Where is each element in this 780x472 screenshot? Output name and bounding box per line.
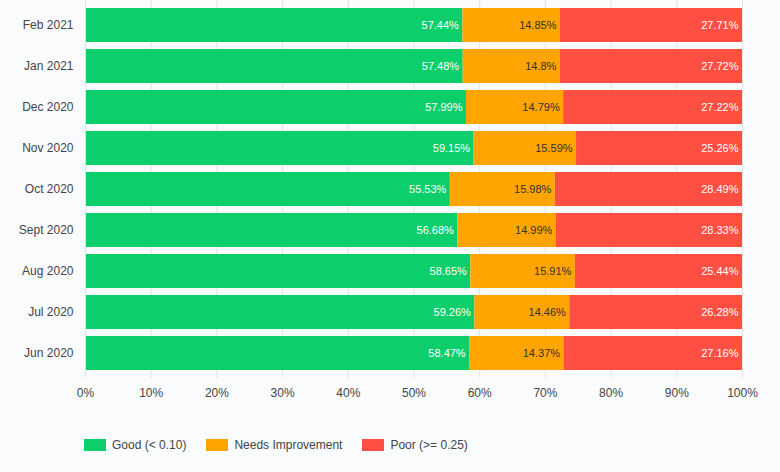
svg-text:90%: 90%: [665, 386, 689, 400]
svg-text:26.28%: 26.28%: [701, 306, 739, 318]
svg-text:70%: 70%: [533, 386, 557, 400]
svg-text:14.37%: 14.37%: [523, 347, 561, 359]
svg-text:56.68%: 56.68%: [417, 224, 455, 236]
svg-text:28.33%: 28.33%: [701, 224, 739, 236]
svg-text:30%: 30%: [271, 386, 295, 400]
svg-text:60%: 60%: [468, 386, 492, 400]
svg-text:27.22%: 27.22%: [701, 101, 739, 113]
svg-text:Aug 2020: Aug 2020: [22, 264, 74, 278]
svg-text:57.48%: 57.48%: [422, 60, 460, 72]
svg-text:59.15%: 59.15%: [433, 142, 471, 154]
svg-text:100%: 100%: [727, 386, 758, 400]
html-text:Needs Improvement: Needs Improvement: [234, 438, 343, 452]
svg-text:14.79%: 14.79%: [522, 101, 560, 113]
svg-text:57.99%: 57.99%: [425, 101, 463, 113]
svg-text:Sept 2020: Sept 2020: [19, 223, 74, 237]
svg-text:14.99%: 14.99%: [515, 224, 553, 236]
svg-text:55.53%: 55.53%: [409, 183, 447, 195]
svg-text:28.49%: 28.49%: [701, 183, 739, 195]
svg-text:15.59%: 15.59%: [535, 142, 573, 154]
svg-text:Jan 2021: Jan 2021: [24, 59, 74, 73]
svg-text:15.91%: 15.91%: [534, 265, 572, 277]
html-text:Poor (>= 0.25): Poor (>= 0.25): [390, 438, 468, 452]
svg-text:Jul 2020: Jul 2020: [28, 305, 74, 319]
svg-text:27.71%: 27.71%: [701, 19, 739, 31]
svg-text:59.26%: 59.26%: [434, 306, 472, 318]
svg-text:58.47%: 58.47%: [428, 347, 466, 359]
svg-text:Jun 2020: Jun 2020: [24, 346, 74, 360]
svg-text:Oct 2020: Oct 2020: [25, 182, 74, 196]
svg-text:Nov 2020: Nov 2020: [22, 141, 74, 155]
svg-text:Dec 2020: Dec 2020: [22, 100, 74, 114]
svg-text:40%: 40%: [336, 386, 360, 400]
svg-text:14.8%: 14.8%: [525, 60, 556, 72]
svg-text:25.44%: 25.44%: [701, 265, 739, 277]
svg-text:80%: 80%: [599, 386, 623, 400]
svg-text:58.65%: 58.65%: [430, 265, 468, 277]
svg-text:25.26%: 25.26%: [701, 142, 739, 154]
svg-text:14.85%: 14.85%: [519, 19, 557, 31]
svg-text:27.72%: 27.72%: [701, 60, 739, 72]
svg-text:Feb 2021: Feb 2021: [23, 18, 74, 32]
svg-text:14.46%: 14.46%: [529, 306, 567, 318]
html-text:Good (< 0.10): Good (< 0.10): [112, 438, 187, 452]
svg-text:57.44%: 57.44%: [422, 19, 460, 31]
svg-text:10%: 10%: [139, 386, 163, 400]
svg-text:15.98%: 15.98%: [514, 183, 552, 195]
svg-text:20%: 20%: [205, 386, 229, 400]
svg-text:50%: 50%: [402, 386, 426, 400]
svg-text:27.16%: 27.16%: [701, 347, 739, 359]
svg-text:0%: 0%: [77, 386, 95, 400]
